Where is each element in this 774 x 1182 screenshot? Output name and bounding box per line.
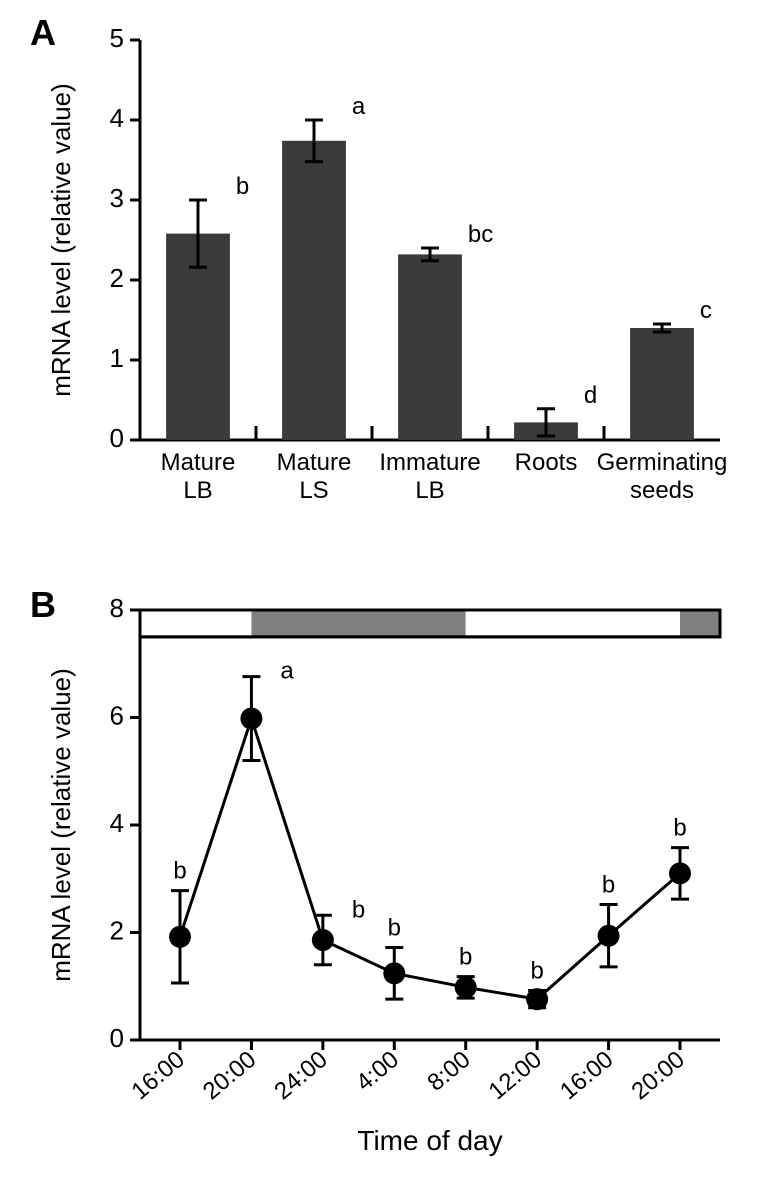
svg-text:b: b [530,958,543,985]
svg-text:24:00: 24:00 [269,1046,332,1105]
svg-text:2: 2 [110,915,124,945]
panel-b-label: B [30,584,56,626]
bar [282,141,346,440]
svg-text:LB: LB [183,477,212,504]
svg-text:8:00: 8:00 [422,1046,475,1097]
svg-text:20:00: 20:00 [626,1046,689,1105]
svg-text:a: a [280,658,294,685]
figure: A B 0 1 2 3 4 5 mRNA level (relative value) b Ma… [0,0,774,1182]
panel-a-chart: 0 1 2 3 4 5 mRNA level (relative value) b Mature… [46,23,727,504]
svg-text:LB: LB [415,477,444,504]
svg-text:b: b [236,173,249,200]
svg-text:b: b [673,815,686,842]
svg-text:Germinating: Germinating [597,449,728,476]
svg-text:5: 5 [110,23,124,53]
svg-text:bc: bc [468,221,493,248]
svg-text:6: 6 [110,700,124,730]
panel-a-label: A [30,12,56,54]
svg-text:4: 4 [110,103,124,133]
svg-text:b: b [173,858,186,885]
bar [630,328,694,440]
svg-text:4: 4 [110,808,124,838]
svg-text:b: b [459,944,472,971]
svg-text:0: 0 [110,423,124,453]
svg-text:2: 2 [110,263,124,293]
svg-text:Mature: Mature [277,449,352,476]
svg-text:12:00: 12:00 [484,1046,547,1105]
svg-text:b: b [352,896,365,923]
svg-text:b: b [388,915,401,942]
panel-b-chart: 0 2 4 6 8 mRNA level (relative value) b 16:00 a 2… [46,593,720,1156]
svg-text:a: a [352,93,366,120]
svg-text:1: 1 [110,343,124,373]
svg-text:0: 0 [110,1023,124,1053]
svg-text:Roots: Roots [515,449,578,476]
svg-text:mRNA level (relative value): mRNA level (relative value) [46,668,76,982]
svg-text:Time of day: Time of day [357,1125,502,1156]
svg-text:LS: LS [299,477,328,504]
charts-svg: 0 1 2 3 4 5 mRNA level (relative value) b Mature… [0,0,774,1182]
svg-text:d: d [584,382,597,409]
svg-text:4:00: 4:00 [351,1046,404,1097]
svg-text:Mature: Mature [161,449,236,476]
svg-text:16:00: 16:00 [126,1046,189,1105]
svg-text:8: 8 [110,593,124,623]
svg-text:20:00: 20:00 [198,1046,261,1105]
svg-text:b: b [602,872,615,899]
svg-text:3: 3 [110,183,124,213]
svg-text:16:00: 16:00 [555,1046,618,1105]
svg-text:seeds: seeds [630,477,694,504]
bar [398,254,462,440]
svg-text:mRNA level (relative value): mRNA level (relative value) [46,83,76,397]
svg-text:Immature: Immature [379,449,480,476]
svg-text:c: c [700,297,712,324]
